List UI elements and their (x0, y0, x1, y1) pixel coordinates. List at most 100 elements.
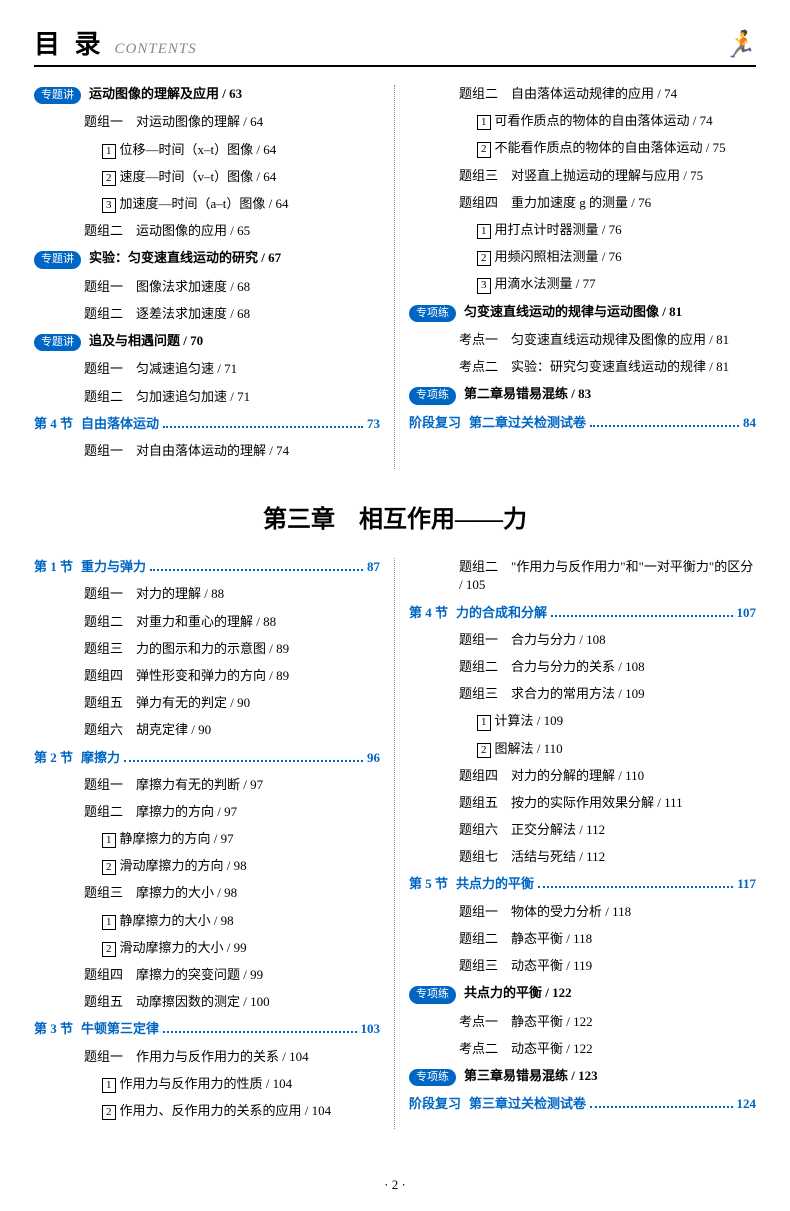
toc-row: 第 3 节牛顿第三定律103 (34, 1020, 380, 1038)
toc-text: 题组二 摩擦力的方向 / 97 (84, 803, 237, 821)
toc-row: 题组二 匀加速追匀加速 / 71 (34, 388, 380, 406)
number-box: 2 (102, 860, 116, 875)
toc-row: 第 1 节重力与弹力87 (34, 558, 380, 576)
toc-text: 题组三 摩擦力的大小 / 98 (84, 884, 237, 902)
toc-row: 题组三 对竖直上抛运动的理解与应用 / 75 (409, 167, 756, 185)
toc-text: 用滴水法测量 / 77 (495, 275, 596, 293)
number-box: 2 (477, 142, 491, 157)
toc-text: 用频闪照相法测量 / 76 (495, 248, 622, 266)
number-box: 1 (477, 715, 491, 730)
toc-row: 题组一 对自由落体运动的理解 / 74 (34, 442, 380, 460)
toc-row: 题组七 活结与死结 / 112 (409, 848, 756, 866)
toc-text: 题组四 重力加速度 g 的测量 / 76 (459, 194, 651, 212)
toc-row: 考点二 实验：研究匀变速直线运动的规律 / 81 (409, 358, 756, 376)
toc-text: 题组二 对重力和重心的理解 / 88 (84, 613, 276, 631)
toc-row: 考点一 静态平衡 / 122 (409, 1013, 756, 1031)
toc-row: 题组二 静态平衡 / 118 (409, 930, 756, 948)
toc-text: 题组五 按力的实际作用效果分解 / 111 (459, 794, 683, 812)
toc-row: 题组三 摩擦力的大小 / 98 (34, 884, 380, 902)
section-number: 第 1 节 (34, 558, 73, 576)
toc-text: 题组六 正交分解法 / 112 (459, 821, 605, 839)
toc-row: 专项练第三章易错易混练 / 123 (409, 1067, 756, 1086)
leader-dots (124, 760, 363, 762)
number-box: 2 (477, 743, 491, 758)
toc-row: 第 4 节自由落体运动73 (34, 415, 380, 433)
toc-row: 1 静摩擦力的大小 / 98 (34, 912, 380, 930)
toc-row: 题组一 对运动图像的理解 / 64 (34, 113, 380, 131)
badge: 专项练 (409, 305, 456, 322)
ch3-right-col: 题组二 "作用力与反作用力"和"一对平衡力"的区分 / 105第 4 节力的合成… (395, 558, 756, 1129)
page-ref: 103 (361, 1020, 381, 1038)
toc-text: 题组四 摩擦力的突变问题 / 99 (84, 966, 263, 984)
toc-text: 题组一 作用力与反作用力的关系 / 104 (84, 1048, 309, 1066)
number-box: 2 (102, 1105, 116, 1120)
toc-text: 题组五 动摩擦因数的测定 / 100 (84, 993, 270, 1011)
toc-text: 静摩擦力的方向 / 97 (120, 830, 234, 848)
number-box: 2 (102, 942, 116, 957)
section-title: 自由落体运动 (81, 415, 159, 433)
toc-text: 加速度—时间（a–t）图像 / 64 (120, 195, 289, 213)
toc-row: 1位移—时间（x–t）图像 / 64 (34, 141, 380, 159)
section-title: 共点力的平衡 (456, 875, 534, 893)
page-ref: 87 (367, 558, 380, 576)
number-box: 3 (102, 198, 116, 213)
toc-text: 计算法 / 109 (495, 712, 564, 730)
toc-row: 题组五 按力的实际作用效果分解 / 111 (409, 794, 756, 812)
review-label: 阶段复习 (409, 1095, 461, 1113)
toc-text: 题组三 力的图示和力的示意图 / 89 (84, 640, 289, 658)
review-title: 第二章过关检测试卷 (469, 414, 586, 432)
ch2-right-col: 题组二 自由落体运动规律的应用 / 741可看作质点的物体的自由落体运动 / 7… (395, 85, 756, 469)
toc-row: 题组一 合力与分力 / 108 (409, 631, 756, 649)
toc-row: 专项练第二章易错易混练 / 83 (409, 385, 756, 404)
toc-row: 题组六 胡克定律 / 90 (34, 721, 380, 739)
badge: 专题讲 (34, 87, 81, 104)
toc-text: 速度—时间（v–t）图像 / 64 (120, 168, 277, 186)
number-box: 2 (102, 171, 116, 186)
badge: 专项练 (409, 387, 456, 404)
toc-text: 可看作质点的物体的自由落体运动 / 74 (495, 112, 713, 130)
number-box: 3 (477, 278, 491, 293)
toc-row: 题组三 求合力的常用方法 / 109 (409, 685, 756, 703)
toc-text: 考点一 匀变速直线运动规律及图像的应用 / 81 (459, 331, 729, 349)
toc-text: 题组一 对力的理解 / 88 (84, 585, 224, 603)
toc-text: 不能看作质点的物体的自由落体运动 / 75 (495, 139, 726, 157)
badge: 专题讲 (34, 334, 81, 351)
toc-row: 专题讲实验：匀变速直线运动的研究 / 67 (34, 249, 380, 268)
toc-row: 题组三 动态平衡 / 119 (409, 957, 756, 975)
toc-row: 题组二 运动图像的应用 / 65 (34, 222, 380, 240)
page-ref: 96 (367, 749, 380, 767)
toc-text: 题组一 对运动图像的理解 / 64 (84, 113, 263, 131)
number-box: 1 (102, 915, 116, 930)
toc-text: 用打点计时器测量 / 76 (495, 221, 622, 239)
toc-row: 2滑动摩擦力的方向 / 98 (34, 857, 380, 875)
toc-row: 题组四 对力的分解的理解 / 110 (409, 767, 756, 785)
leader-dots (538, 886, 733, 888)
toc-row: 专项练匀变速直线运动的规律与运动图像 / 81 (409, 303, 756, 322)
leader-dots (551, 615, 732, 617)
toc-row: 第 4 节力的合成和分解107 (409, 604, 756, 622)
toc-row: 2 用频闪照相法测量 / 76 (409, 248, 756, 266)
toc-row: 考点一 匀变速直线运动规律及图像的应用 / 81 (409, 331, 756, 349)
header-left: 目 录 CONTENTS (34, 24, 197, 61)
toc-row: 专题讲运动图像的理解及应用 / 63 (34, 85, 380, 104)
toc-row: 3 用滴水法测量 / 77 (409, 275, 756, 293)
toc-text: 题组三 动态平衡 / 119 (459, 957, 592, 975)
toc-row: 题组四 重力加速度 g 的测量 / 76 (409, 194, 756, 212)
toc-row: 第 5 节共点力的平衡117 (409, 875, 756, 893)
toc-row: 2滑动摩擦力的大小 / 99 (34, 939, 380, 957)
number-box: 2 (477, 251, 491, 266)
page-ref: 107 (737, 604, 757, 622)
toc-text: 题组三 求合力的常用方法 / 109 (459, 685, 645, 703)
page-ref: 124 (737, 1095, 757, 1113)
toc-text: 静摩擦力的大小 / 98 (120, 912, 234, 930)
toc-text: 题组一 对自由落体运动的理解 / 74 (84, 442, 289, 460)
number-box: 1 (102, 144, 116, 159)
leader-dots (163, 1031, 356, 1033)
toc-row: 第 2 节摩擦力96 (34, 749, 380, 767)
section-number: 第 4 节 (34, 415, 73, 433)
toc-text: 题组一 图像法求加速度 / 68 (84, 278, 250, 296)
chapter3-columns: 第 1 节重力与弹力87 题组一 对力的理解 / 88 题组二 对重力和重心的理解 … (34, 558, 756, 1129)
runner-icon: 🏃 (724, 30, 756, 60)
toc-row: 题组五 动摩擦因数的测定 / 100 (34, 993, 380, 1011)
toc-row: 1可看作质点的物体的自由落体运动 / 74 (409, 112, 756, 130)
